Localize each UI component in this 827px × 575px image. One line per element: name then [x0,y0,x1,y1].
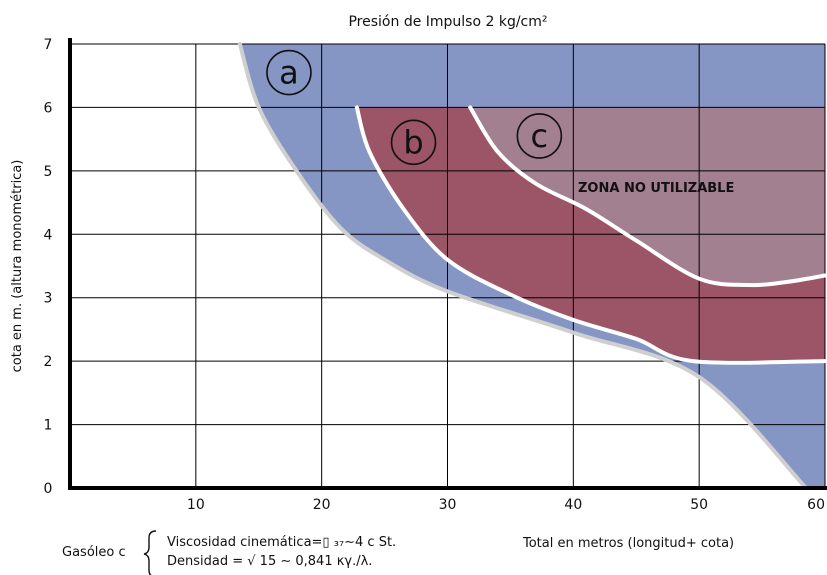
zone-markers: a b c [266,49,563,166]
region-c [470,107,825,286]
y-tick-labels: 0 1 2 3 4 5 6 7 [44,37,53,497]
y-tick-label: 7 [44,37,53,53]
zone-marker-label-a: a [279,54,299,92]
boundary-a [237,42,809,490]
chart-title: Presión de Impulso 2 kg/cm² [348,14,547,30]
x-tick-label: 40 [564,497,582,513]
zone-marker-circle-c [516,113,563,159]
viscosity-note: Viscosidad cinemática=▯ ₃₇∼4 c St. [167,535,396,550]
curly-brace-icon [143,530,157,575]
fluid-label: Gasóleo c [62,545,126,560]
boundary-b [354,105,827,365]
x-tick-label: 60 [807,497,825,513]
boundary-c [468,105,827,288]
x-axis-label: Total en metros (longitud+ cota) [522,536,734,551]
zone-marker-label-c: c [531,117,549,155]
y-tick-label: 0 [44,481,53,497]
x-tick-labels: 10 20 30 40 50 60 [187,497,825,513]
zone-regions [239,44,825,488]
zone-boundaries [237,42,827,490]
density-note: Densidad = √ 15 ∼ 0,841 κγ./λ. [167,554,372,569]
x-tick-label: 30 [439,497,457,513]
y-axis-label: cota en m. (altura monométrica) [10,160,25,373]
axes [68,38,827,490]
x-tick-label: 10 [187,497,205,513]
y-tick-label: 1 [44,418,53,434]
y-tick-label: 5 [44,164,53,180]
zone-marker-circle-a [266,49,312,96]
y-tick-label: 3 [44,291,53,307]
x-tick-label: 20 [313,497,331,513]
y-tick-label: 2 [44,354,53,370]
grid-lines [70,43,826,488]
x-tick-label: 50 [690,497,708,513]
zone-marker-circle-b [390,119,437,166]
y-tick-label: 4 [44,227,53,243]
zone-marker-label-b: b [403,123,423,161]
y-tick-label: 6 [44,100,53,116]
zone-no-utilizable-label: ZONA NO UTILIZABLE [578,181,734,196]
